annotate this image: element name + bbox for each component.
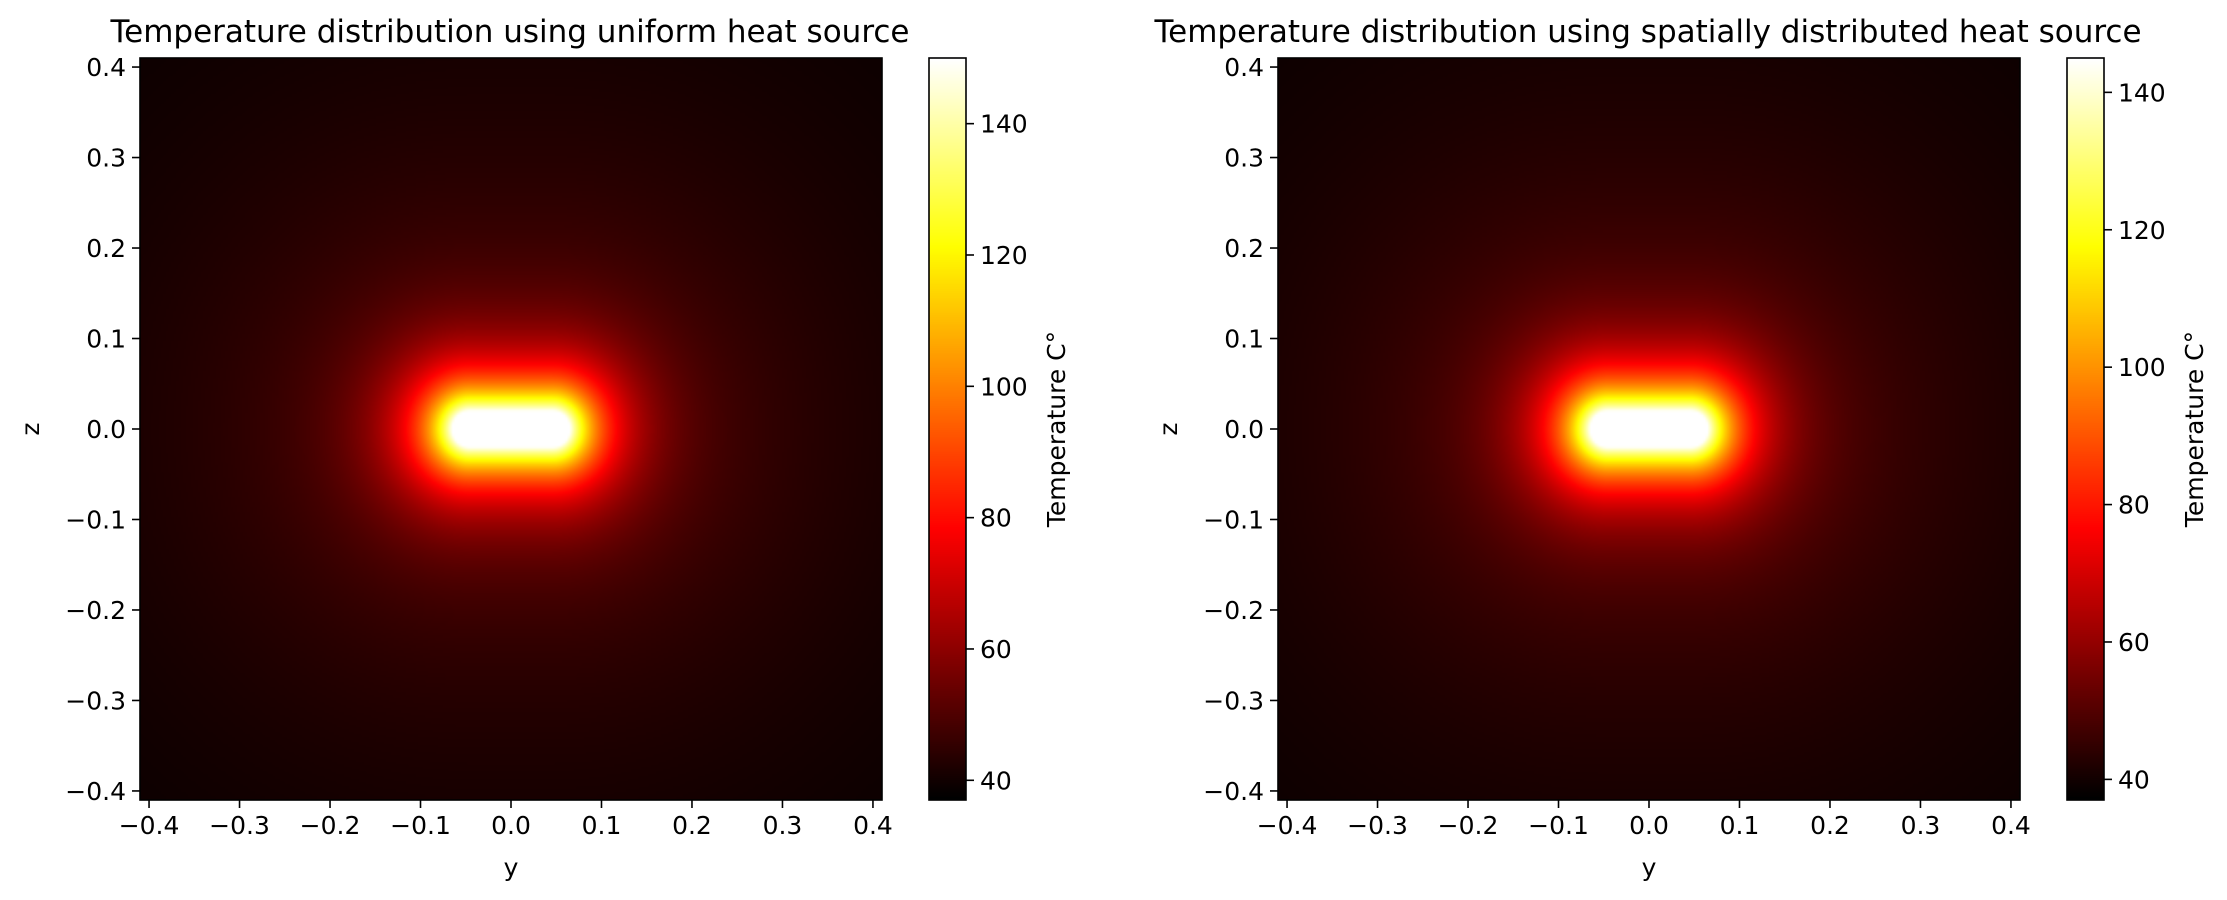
colorbar-frame xyxy=(2066,57,2105,801)
colorbar-tick-label: 80 xyxy=(980,504,1012,533)
colorbar-label: Temperature C° xyxy=(2180,331,2209,528)
colorbar-tick-label: 80 xyxy=(2118,491,2150,520)
x-tick-label: −0.4 xyxy=(119,811,180,840)
colorbar-axis: 40 60 80 100 120 140 xyxy=(966,110,1028,795)
x-axis-label: y xyxy=(504,853,519,882)
colorbar-frame xyxy=(928,57,967,801)
x-tick-label: 0.4 xyxy=(853,811,893,840)
x-tick-label: 0.0 xyxy=(1629,811,1669,840)
y-tick-label: 0.3 xyxy=(1224,144,1264,173)
y-axis-label: z xyxy=(16,422,45,435)
y-axis: −0.4 −0.3 −0.2 −0.1 0.0 0.1 0.2 0.3 0.4 xyxy=(1203,53,1278,806)
y-tick-label: 0.2 xyxy=(1224,234,1264,263)
colorbar-tick-label: 60 xyxy=(980,635,1012,664)
colorbar-tick-label: 120 xyxy=(980,241,1028,270)
colorbar-gradient xyxy=(929,58,966,800)
x-axis-label: y xyxy=(1642,853,1657,882)
y-tick-label: 0.0 xyxy=(86,415,126,444)
y-tick-label: 0.3 xyxy=(86,144,126,173)
x-tick-label: 0.0 xyxy=(491,811,531,840)
colorbar-tick-label: 120 xyxy=(2118,216,2166,245)
y-tick-label: −0.4 xyxy=(1203,777,1264,806)
y-tick-label: 0.1 xyxy=(1224,325,1264,354)
x-tick-label: 0.3 xyxy=(1901,811,1941,840)
y-tick-label: −0.3 xyxy=(65,686,126,715)
y-tick-label: −0.2 xyxy=(1203,596,1264,625)
colorbar-label: Temperature C° xyxy=(1042,331,1071,528)
chart-panel-uniform: Temperature distribution using uniform h… xyxy=(16,14,1071,882)
x-tick-label: 0.2 xyxy=(672,811,712,840)
x-tick-label: −0.2 xyxy=(300,811,361,840)
x-tick-label: 0.2 xyxy=(1810,811,1850,840)
x-tick-label: −0.2 xyxy=(1438,811,1499,840)
x-tick-label: −0.3 xyxy=(1347,811,1408,840)
y-tick-label: 0.4 xyxy=(86,53,126,82)
colorbar-tick-label: 40 xyxy=(2118,765,2150,794)
y-tick-label: −0.3 xyxy=(1203,686,1264,715)
y-tick-label: −0.2 xyxy=(65,596,126,625)
heatmap-image xyxy=(140,58,882,800)
x-tick-label: 0.3 xyxy=(763,811,803,840)
y-tick-label: −0.4 xyxy=(65,777,126,806)
chart-title: Temperature distribution using spatially… xyxy=(1153,14,2141,50)
x-axis: −0.4 −0.3 −0.2 −0.1 0.0 0.1 0.2 0.3 0.4 xyxy=(1257,800,2031,840)
y-tick-label: 0.0 xyxy=(1224,415,1264,444)
x-axis: −0.4 −0.3 −0.2 −0.1 0.0 0.1 0.2 0.3 0.4 xyxy=(119,800,893,840)
colorbar-gradient xyxy=(2067,58,2104,800)
y-tick-label: 0.4 xyxy=(1224,53,1264,82)
colorbar-tick-label: 100 xyxy=(980,372,1028,401)
x-tick-label: −0.1 xyxy=(1528,811,1589,840)
colorbar-axis: 40 60 80 100 120 140 xyxy=(2104,78,2166,794)
colorbar-tick-label: 60 xyxy=(2118,628,2150,657)
x-tick-label: −0.4 xyxy=(1257,811,1318,840)
x-tick-label: −0.1 xyxy=(390,811,451,840)
colorbar-tick-label: 40 xyxy=(980,766,1012,795)
y-tick-label: 0.1 xyxy=(86,325,126,354)
x-tick-label: 0.1 xyxy=(1720,811,1760,840)
x-tick-label: −0.3 xyxy=(209,811,270,840)
heatmap-image xyxy=(1278,58,2020,800)
x-tick-label: 0.1 xyxy=(582,811,622,840)
chart-title: Temperature distribution using uniform h… xyxy=(109,14,909,50)
x-tick-label: 0.4 xyxy=(1991,811,2031,840)
y-tick-label: −0.1 xyxy=(1203,505,1264,534)
colorbar-tick-label: 140 xyxy=(980,110,1028,139)
y-axis-label: z xyxy=(1154,422,1183,435)
y-tick-label: 0.2 xyxy=(86,234,126,263)
colorbar-tick-label: 100 xyxy=(2118,353,2166,382)
y-axis: −0.4 −0.3 −0.2 −0.1 0.0 0.1 0.2 0.3 0.4 xyxy=(65,53,140,806)
y-tick-label: −0.1 xyxy=(65,505,126,534)
colorbar-tick-label: 140 xyxy=(2118,78,2166,107)
chart-panel-distributed: Temperature distribution using spatially… xyxy=(1153,14,2209,882)
